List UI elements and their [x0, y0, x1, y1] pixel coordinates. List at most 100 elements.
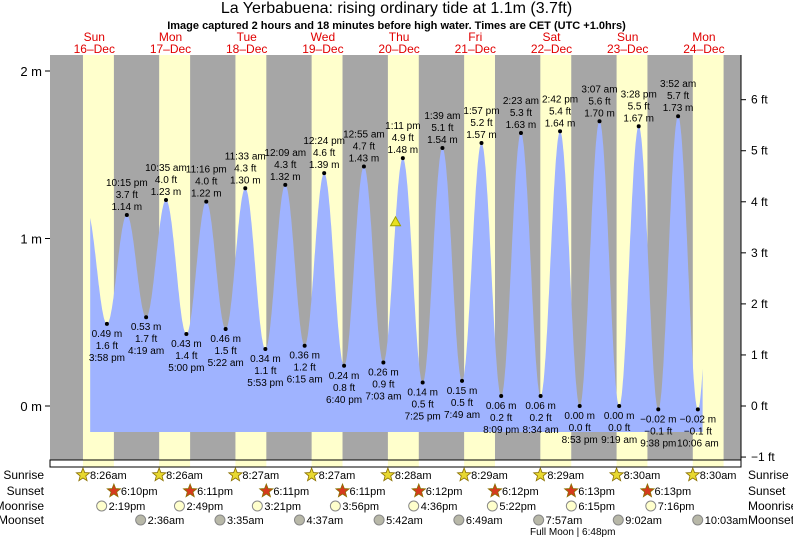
tide-label-m: 1.32 m [270, 172, 301, 183]
tide-label-time: 3:28 pm [621, 89, 657, 100]
sunset-time: 6:12pm [502, 486, 539, 498]
moonrise-row-label-right: Moonrise [748, 499, 793, 513]
moonrise-icon [565, 500, 577, 512]
sunrise-time: 8:26am [166, 470, 203, 482]
low-tide-point [302, 343, 307, 348]
sunrise-icon [608, 466, 625, 482]
sunrise-icon [75, 466, 91, 482]
sunset-icon [487, 482, 503, 498]
moonrise-time: 7:16pm [658, 501, 695, 513]
tide-label-time: 8:34 am [523, 425, 559, 436]
moonrise-time: 2:19pm [109, 501, 146, 513]
sunset-icon [334, 482, 351, 498]
moonset-time: 2:36am [148, 515, 185, 527]
tide-label-m: 0.00 m [604, 411, 635, 422]
low-tide-point [460, 378, 465, 383]
sunset-icon [639, 482, 656, 498]
sunset-icon [563, 482, 579, 498]
high-tide-point [558, 129, 563, 134]
moonrise-icon [96, 500, 108, 512]
high-tide-point [479, 141, 484, 146]
sunrise-icon [380, 466, 396, 482]
tide-label-time: 12:09 am [264, 148, 306, 159]
low-tide-point [420, 380, 425, 385]
moonset-row-label-right: Moonset [748, 513, 793, 527]
tide-label-time: 10:35 am [145, 163, 187, 174]
left-axis-label: 1 m [20, 232, 42, 247]
right-axis-label: 2 ft [751, 297, 768, 311]
tide-label-ft: 5.7 ft [667, 91, 689, 102]
tide-label-time: 6:15 am [287, 375, 323, 386]
left-axis-label: 0 m [20, 399, 42, 414]
moonset-icon [135, 514, 147, 526]
tide-label-ft: 5.5 ft [628, 101, 650, 112]
low-tide-point [104, 321, 109, 326]
day-name: Sat [542, 30, 561, 44]
day-date: 24–Dec [683, 42, 724, 56]
moonset-time: 6:49am [466, 515, 503, 527]
high-tide-point [204, 199, 209, 204]
tide-label-ft: 4.3 ft [234, 163, 256, 174]
high-tide-point [400, 156, 405, 161]
tide-label-ft: 4.7 ft [353, 141, 375, 152]
moonset-time: 10:03am [705, 515, 748, 527]
tide-label-time: 3:52 am [660, 79, 696, 90]
tide-label-time: 11:16 pm [186, 165, 227, 176]
tide-label-m: 0.49 m [92, 329, 123, 340]
tide-label-ft: 0.2 ft [529, 413, 551, 424]
tide-label-m: 0.14 m [407, 388, 438, 399]
tide-label-m: 1.73 m [663, 103, 694, 114]
tide-label-ft: 1.7 ft [135, 334, 157, 345]
moonrise-time: 4:36pm [421, 501, 458, 513]
sunset-time: 6:10pm [121, 486, 158, 498]
tide-label-time: 5:00 pm [168, 363, 204, 374]
day-name: Wed [311, 30, 335, 44]
low-tide-point [342, 363, 347, 368]
high-tide-point [440, 146, 445, 151]
tide-label-m: 1.70 m [584, 108, 615, 119]
tide-label-m: 0.24 m [329, 371, 360, 382]
right-axis-label: 6 ft [751, 93, 768, 107]
sunrise-time: 8:26am [90, 470, 127, 482]
moonset-icon [533, 514, 545, 526]
tide-label-m: −0.02 m [680, 414, 716, 425]
low-tide-point [617, 404, 622, 408]
high-tide-point [283, 182, 288, 187]
tide-label-time: 2:23 am [503, 96, 539, 107]
sunrise-icon [303, 466, 320, 482]
low-tide-point [499, 393, 504, 398]
sunrise-icon [227, 466, 244, 482]
tide-label-time: 2:42 pm [542, 94, 578, 105]
tide-label-ft: 0.2 ft [490, 413, 512, 424]
tide-label-ft: 0.5 ft [412, 400, 434, 411]
moonrise-time: 5:22pm [499, 501, 536, 513]
tide-label-m: 0.00 m [564, 411, 595, 422]
tide-label-time: 3:58 pm [89, 353, 125, 364]
day-name: Mon [159, 30, 182, 44]
day-name: Fri [468, 30, 482, 44]
tide-label-ft: 4.3 ft [274, 160, 296, 171]
tide-label-ft: 5.2 ft [470, 118, 492, 129]
tide-label-m: 0.06 m [486, 401, 517, 412]
sunrise-icon [685, 466, 701, 482]
right-axis-label: 3 ft [751, 246, 768, 260]
tide-label-time: 10:06 am [677, 438, 719, 449]
right-axis-label: −1 ft [751, 450, 775, 464]
sunrise-row-label: Sunrise [3, 468, 44, 482]
moonset-time: 3:35am [227, 515, 264, 527]
tide-label-ft: 0.9 ft [372, 379, 394, 390]
high-tide-point [676, 114, 681, 119]
sunset-row-label: Sunset [7, 484, 45, 498]
tide-label-m: 1.64 m [545, 118, 576, 129]
tide-label-time: 5:53 pm [247, 378, 283, 389]
tide-label-ft: 0.5 ft [451, 398, 473, 409]
moonrise-time: 2:49pm [186, 501, 223, 513]
tide-label-ft: 0.0 ft [569, 423, 591, 434]
tide-label-ft: −0.1 ft [644, 426, 672, 437]
current-tide-marker [389, 215, 402, 227]
sunrise-time: 8:30am [700, 470, 737, 482]
tide-label-time: 11:33 am [225, 151, 266, 162]
tide-label-ft: 4.9 ft [392, 133, 414, 144]
tide-label-ft: −0.1 ft [684, 426, 712, 437]
